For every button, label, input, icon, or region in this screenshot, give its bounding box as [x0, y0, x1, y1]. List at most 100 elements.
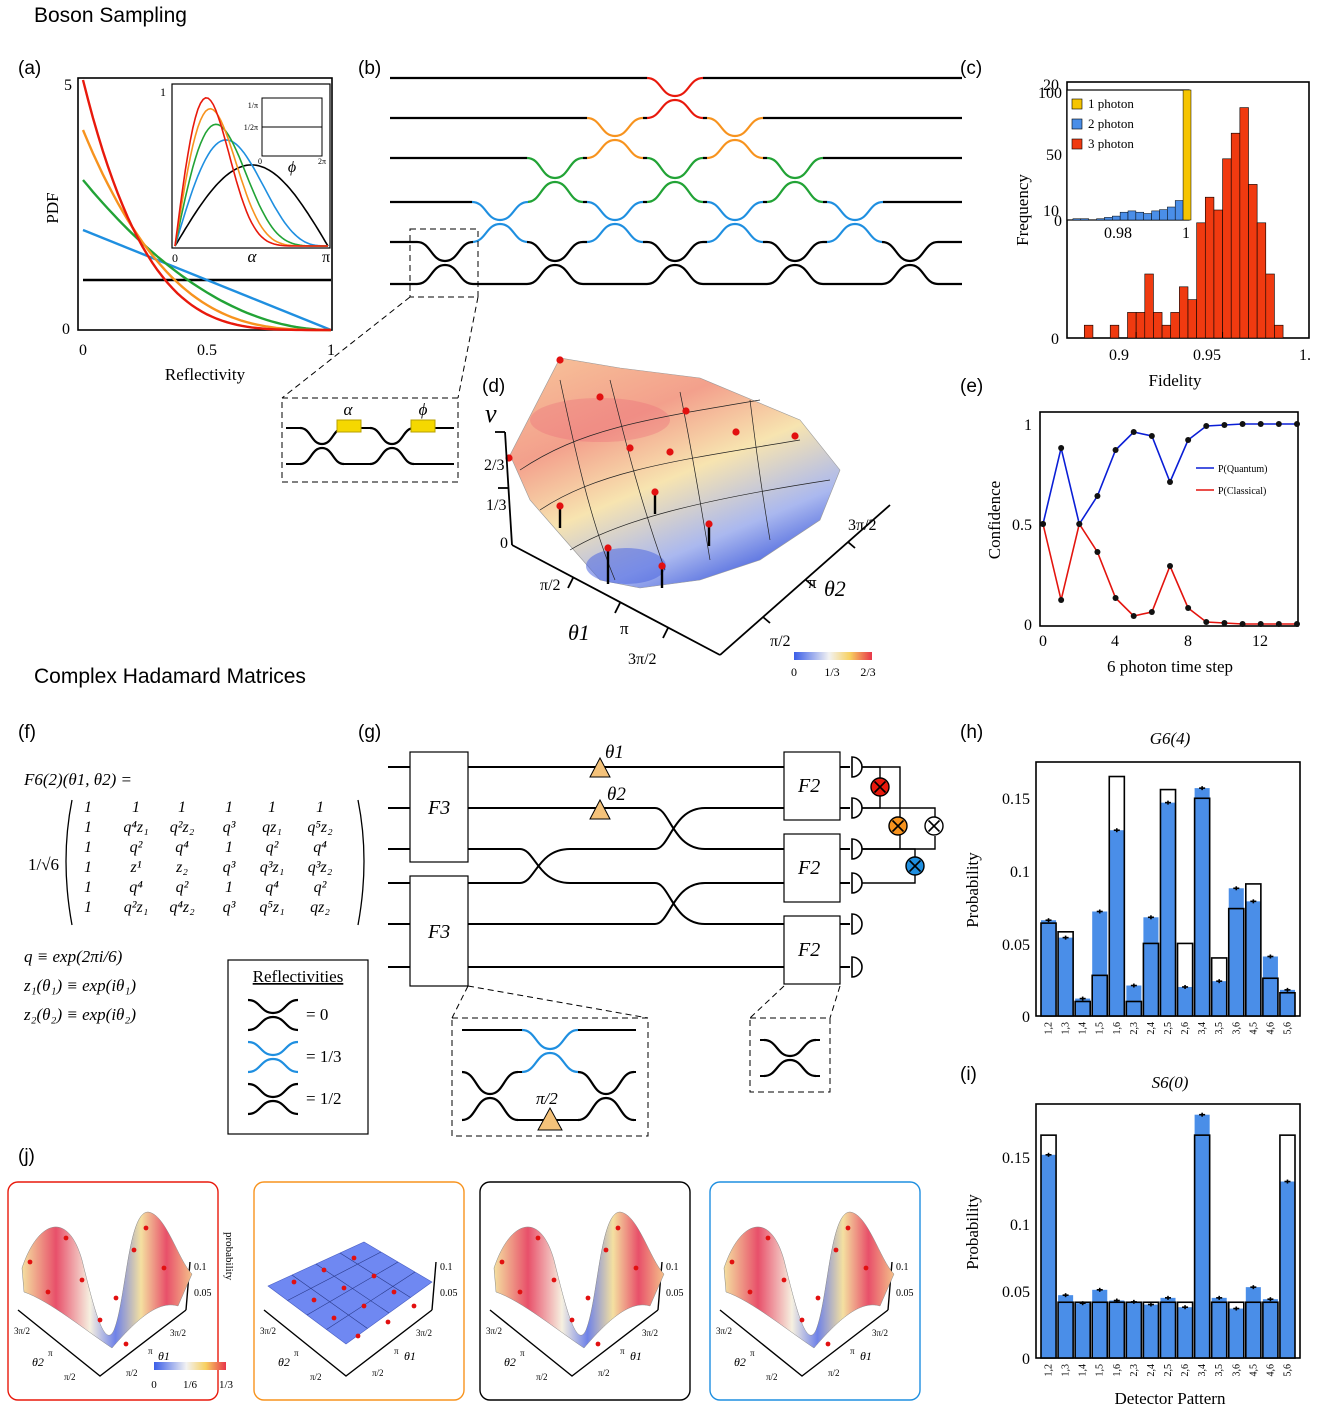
phi-phase-shifter	[410, 419, 436, 433]
surface-point	[845, 1225, 851, 1231]
surface-point	[355, 1333, 361, 1339]
surface-point	[291, 1279, 297, 1285]
surface-point	[863, 1265, 869, 1271]
theory-bar	[1227, 907, 1245, 1017]
histogram-bar	[1204, 196, 1215, 339]
surface-point	[331, 1315, 337, 1321]
confidence-point	[1094, 549, 1101, 555]
pdf-curve-green	[82, 179, 332, 332]
panel-d-theta2-label: θ2	[824, 576, 846, 601]
panel-d-theta1-tick-2: 3π/2	[628, 651, 657, 668]
theta2-label: θ2	[278, 1355, 290, 1369]
x-tick-label: 3,4	[1197, 1364, 1208, 1377]
histogram-bar	[1256, 222, 1267, 339]
panel-c-inset-ytick-0: 0	[1054, 213, 1062, 230]
theory-bar	[1091, 1301, 1109, 1359]
matrix-cell: 1	[132, 799, 140, 816]
measured-bar	[1177, 986, 1193, 1016]
theta-tick: π/2	[126, 1368, 138, 1378]
theta2-label: θ2	[734, 1355, 746, 1369]
theory-bar	[1159, 1301, 1177, 1359]
surface-point	[604, 544, 612, 552]
panel-h-ylabel: Probability	[963, 852, 982, 928]
inset-bar-2-photon	[1104, 217, 1113, 221]
measured-bar	[1126, 1301, 1142, 1358]
theta-tick: π	[520, 1348, 525, 1358]
surface-point	[371, 1273, 377, 1279]
theta1-label: θ1	[605, 742, 624, 763]
measured-bar	[1041, 920, 1057, 1016]
theory-bar	[1074, 1000, 1091, 1017]
panel-b-interferometer: α ϕ	[281, 75, 962, 483]
theta1-label: θ1	[404, 1349, 416, 1363]
surface-point	[45, 1289, 51, 1295]
histogram-bar	[1274, 324, 1284, 339]
confidence-point	[1294, 621, 1300, 627]
histogram-bar	[1265, 273, 1275, 339]
matrix-cell: 1	[84, 879, 92, 896]
legend-label-3-photon: 3 photon	[1088, 136, 1134, 151]
measured-bar	[1092, 911, 1108, 1016]
panel-d-surface-trough	[586, 548, 666, 584]
panel-h-xticks: 1,2 1,3 1,4 1,5 1,6 2,3 2,4 2,5 2,6 3,4 3,5 3,6 4,5 4…	[1044, 1022, 1294, 1035]
panel-a-ylabel: PDF	[43, 192, 62, 223]
surface-point	[535, 1235, 541, 1241]
confidence-point	[1040, 521, 1046, 527]
confidence-point	[1112, 447, 1119, 453]
surface-point	[351, 1255, 357, 1261]
theory-bar	[1091, 974, 1109, 1017]
matrix-cell: q²z₂	[170, 819, 195, 836]
theta1-label: θ1	[860, 1349, 872, 1363]
theory-bar	[1159, 788, 1177, 1017]
surface-axes	[263, 1309, 433, 1377]
panel-a-inset-ytick-1: 1	[160, 85, 166, 99]
theta-tick: 3π/2	[170, 1328, 186, 1338]
coupler	[706, 200, 764, 222]
confidence-point	[1167, 479, 1173, 485]
z-tick: 0.05	[666, 1288, 684, 1299]
reflectivities-legend-couplers	[247, 998, 299, 1116]
legend-coupler-2	[247, 1082, 299, 1099]
panel-d-axes	[495, 431, 891, 656]
f2-label-1: F2	[797, 775, 820, 797]
theory-bar	[1108, 775, 1126, 1017]
panel-c-inset-xtick-1: 1	[1182, 225, 1190, 242]
histogram-bar	[1170, 312, 1180, 339]
matrix-cell: q⁴	[265, 879, 279, 896]
measured-bar	[1211, 981, 1227, 1016]
inset-bar-2-photon	[1143, 213, 1152, 221]
x-tick-label: 2,5	[1163, 1022, 1174, 1035]
matrix-cell: q²z₁	[124, 899, 149, 916]
panel-e-xtick-0: 0	[1039, 633, 1047, 650]
measured-bar	[1211, 1297, 1227, 1358]
theory-bar	[1057, 1301, 1074, 1359]
theta-tick: π/2	[598, 1368, 610, 1378]
panel-letter-g: (g)	[358, 722, 381, 743]
correlator-cross	[891, 819, 905, 833]
panel-c-ytick-0: 0	[1051, 331, 1059, 348]
panel-i-bars	[1040, 1112, 1296, 1359]
matrix-cell: 1	[84, 819, 92, 836]
panel-a-xtick-2: 1	[327, 342, 335, 359]
pdf-curve-blue	[82, 228, 332, 332]
panel-c-xtick-1: 0.95	[1193, 347, 1221, 364]
theory-bar	[1142, 942, 1160, 1017]
histogram-bar	[1187, 299, 1197, 339]
measured-bar	[1160, 1297, 1176, 1358]
f2-zoom-box	[749, 1017, 831, 1093]
surface-point	[825, 1341, 831, 1347]
measured-bar	[1194, 1114, 1210, 1358]
theta-tick: π	[620, 1346, 625, 1356]
theory-bar	[1193, 797, 1211, 1017]
reflectivity-label-0: = 0	[306, 1005, 328, 1024]
confidence-point	[1058, 445, 1065, 451]
reflectivities-legend-box	[227, 959, 369, 1135]
confidence-point	[1221, 422, 1228, 428]
coupler	[766, 156, 824, 180]
panel-letter-c: (c)	[960, 58, 982, 79]
z-tick: 0.1	[896, 1262, 909, 1273]
panel-h-bar-chart: 1,2 1,3 1,4 1,5 1,6 2,3 2,4 2,5 2,6 3,4 3,5 3,6 4,5 4…	[963, 729, 1301, 1035]
matrix-cell: 1	[225, 839, 233, 856]
theory-bar	[1262, 977, 1279, 1017]
theta-tick: 3π/2	[642, 1328, 658, 1338]
